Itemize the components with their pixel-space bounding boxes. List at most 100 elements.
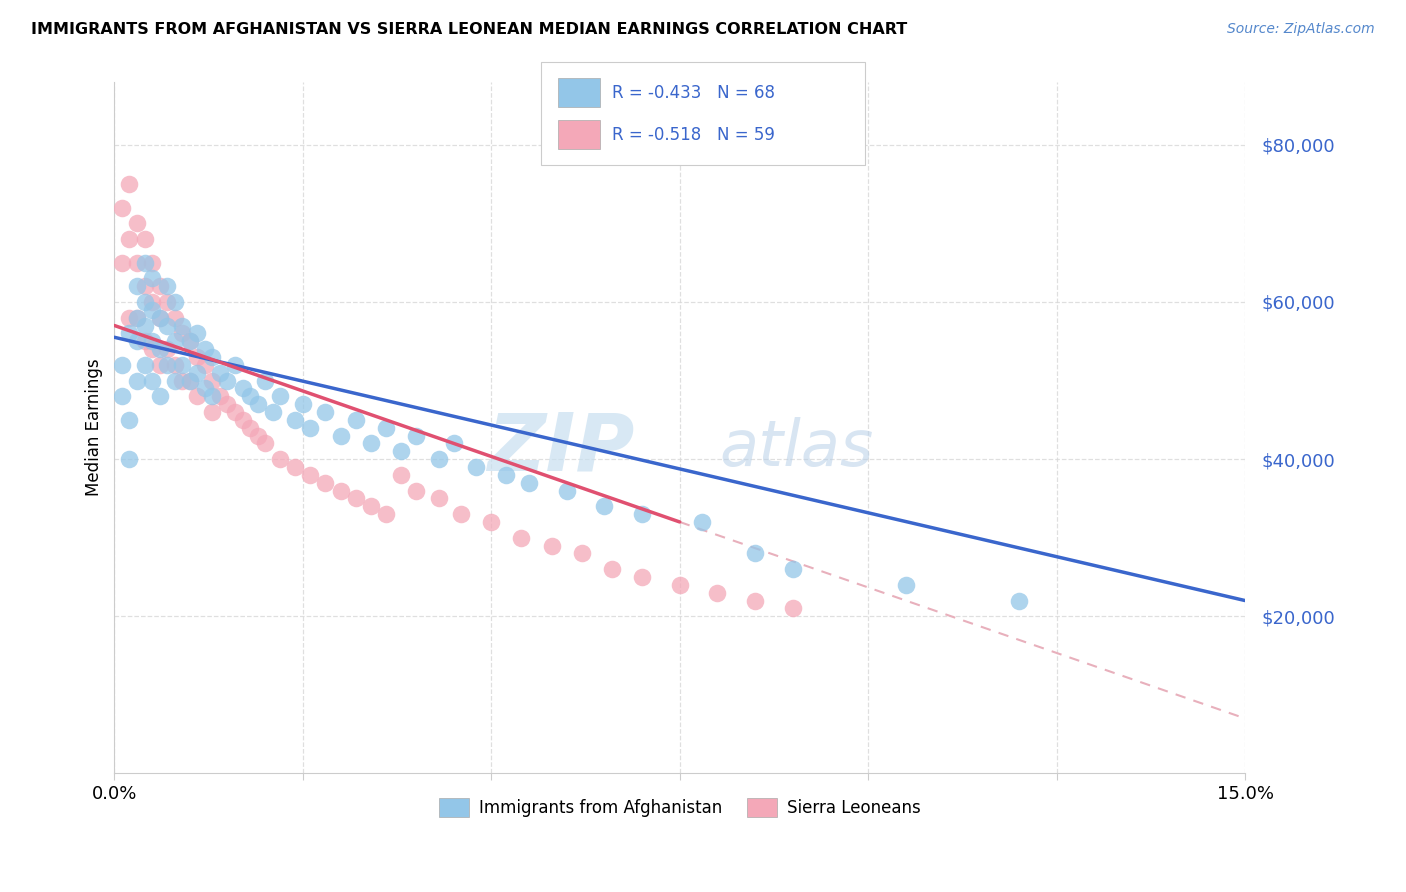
Text: Source: ZipAtlas.com: Source: ZipAtlas.com bbox=[1227, 22, 1375, 37]
Point bbox=[134, 334, 156, 349]
Point bbox=[149, 279, 172, 293]
Point bbox=[201, 389, 224, 403]
Point bbox=[134, 232, 156, 246]
Point bbox=[186, 350, 208, 364]
Point bbox=[374, 420, 396, 434]
Point bbox=[329, 428, 352, 442]
Point bbox=[186, 389, 208, 403]
Point bbox=[163, 294, 186, 309]
Point bbox=[405, 483, 427, 498]
Point bbox=[224, 405, 246, 419]
Point bbox=[134, 358, 156, 372]
Point bbox=[450, 507, 472, 521]
Point bbox=[125, 279, 148, 293]
Point bbox=[172, 326, 194, 341]
Point bbox=[208, 389, 231, 403]
Point bbox=[141, 271, 163, 285]
Point bbox=[744, 546, 766, 560]
Text: R = -0.433   N = 68: R = -0.433 N = 68 bbox=[612, 84, 775, 102]
Point bbox=[134, 318, 156, 333]
Point bbox=[344, 491, 367, 506]
Point bbox=[163, 334, 186, 349]
Point bbox=[217, 374, 239, 388]
Point bbox=[118, 452, 141, 467]
Point bbox=[232, 381, 254, 395]
Point bbox=[179, 334, 201, 349]
Point bbox=[156, 294, 179, 309]
Point bbox=[389, 444, 412, 458]
Point bbox=[149, 310, 172, 325]
Point bbox=[389, 467, 412, 482]
Point bbox=[254, 374, 277, 388]
Point bbox=[125, 374, 148, 388]
Point bbox=[284, 459, 307, 474]
Point bbox=[163, 374, 186, 388]
Point bbox=[224, 358, 246, 372]
Point bbox=[156, 279, 179, 293]
Point bbox=[517, 475, 540, 490]
Point bbox=[217, 397, 239, 411]
Point bbox=[172, 374, 194, 388]
Point bbox=[314, 475, 336, 490]
Point bbox=[141, 294, 163, 309]
Point bbox=[782, 562, 804, 576]
Point bbox=[495, 467, 517, 482]
Point bbox=[118, 413, 141, 427]
Point bbox=[156, 318, 179, 333]
Y-axis label: Median Earnings: Median Earnings bbox=[86, 359, 103, 497]
Point bbox=[118, 232, 141, 246]
Point bbox=[141, 302, 163, 317]
Point bbox=[179, 374, 201, 388]
Point bbox=[208, 366, 231, 380]
Point bbox=[299, 420, 322, 434]
Point bbox=[631, 570, 654, 584]
Point bbox=[163, 358, 186, 372]
Point bbox=[405, 428, 427, 442]
Point bbox=[125, 310, 148, 325]
Point bbox=[111, 255, 134, 269]
Point bbox=[118, 310, 141, 325]
Point bbox=[118, 177, 141, 191]
Point bbox=[246, 428, 269, 442]
Point bbox=[631, 507, 654, 521]
Point bbox=[156, 342, 179, 356]
Point bbox=[186, 326, 208, 341]
Point bbox=[111, 389, 134, 403]
Point bbox=[593, 500, 616, 514]
Text: R = -0.518   N = 59: R = -0.518 N = 59 bbox=[612, 126, 775, 144]
Point bbox=[179, 334, 201, 349]
Point bbox=[600, 562, 623, 576]
Point bbox=[134, 255, 156, 269]
Point bbox=[118, 326, 141, 341]
Point bbox=[479, 515, 502, 529]
Point bbox=[510, 531, 533, 545]
Point bbox=[111, 201, 134, 215]
Point bbox=[201, 374, 224, 388]
Point bbox=[269, 452, 291, 467]
Point bbox=[194, 358, 217, 372]
Point bbox=[329, 483, 352, 498]
Point bbox=[269, 389, 291, 403]
Point bbox=[141, 255, 163, 269]
Text: IMMIGRANTS FROM AFGHANISTAN VS SIERRA LEONEAN MEDIAN EARNINGS CORRELATION CHART: IMMIGRANTS FROM AFGHANISTAN VS SIERRA LE… bbox=[31, 22, 907, 37]
Point bbox=[194, 381, 217, 395]
Text: ZIP: ZIP bbox=[486, 409, 634, 487]
Point bbox=[706, 585, 728, 599]
Point bbox=[125, 255, 148, 269]
Point bbox=[125, 334, 148, 349]
Point bbox=[427, 452, 450, 467]
Point bbox=[284, 413, 307, 427]
Point bbox=[465, 459, 488, 474]
Point bbox=[314, 405, 336, 419]
Point bbox=[374, 507, 396, 521]
Point bbox=[232, 413, 254, 427]
Point bbox=[443, 436, 465, 450]
Point bbox=[239, 420, 262, 434]
Point bbox=[291, 397, 314, 411]
Point bbox=[125, 216, 148, 230]
Point bbox=[262, 405, 284, 419]
Point bbox=[344, 413, 367, 427]
Point bbox=[254, 436, 277, 450]
Point bbox=[782, 601, 804, 615]
Point bbox=[427, 491, 450, 506]
